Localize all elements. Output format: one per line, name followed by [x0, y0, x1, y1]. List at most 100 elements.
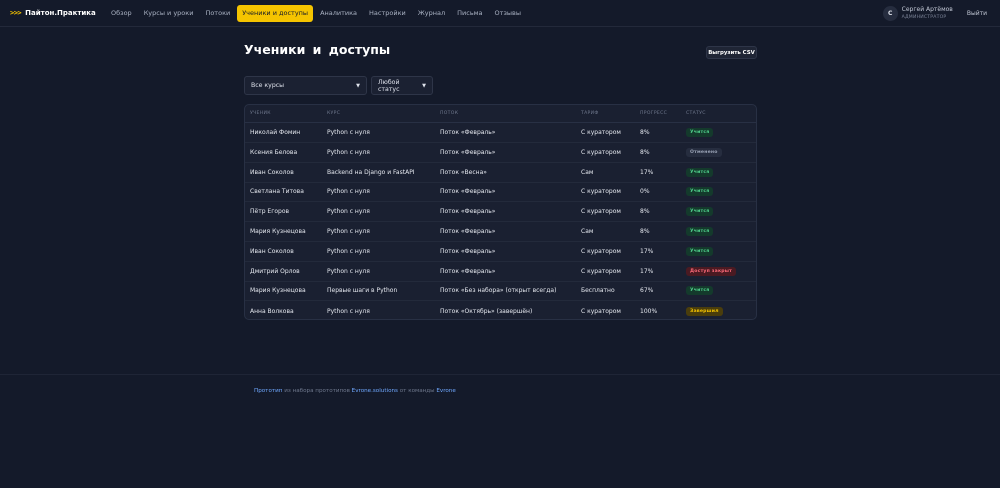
top-bar: >>> Пайтон.Практика Обзор Курсы и уроки По…: [0, 0, 1000, 27]
cell-stream: Поток «Февраль»: [440, 247, 496, 255]
footer-text: от команды: [397, 388, 437, 394]
course-filter-select[interactable]: Все курсы ▼: [244, 76, 367, 95]
logo-text: Пайтон.Практика: [25, 9, 96, 17]
cell-course: Python с нуля: [327, 228, 370, 235]
cell-course: Python с нуля: [327, 188, 370, 196]
cell-stream: Поток «Февраль»: [440, 267, 496, 275]
status-badge: Завершил: [686, 306, 723, 316]
table-header: Ученик Курс Поток Тариф Прогресс Статус: [245, 105, 756, 123]
nav-item[interactable]: Аналитика: [320, 8, 358, 17]
table-row[interactable]: Иван Соколов Backend на Django и FastAPI П…: [245, 163, 756, 183]
cell-student: Ксения Белова: [250, 148, 298, 156]
cell-progress: 17%: [640, 168, 654, 176]
cell-course: Python с нуля: [327, 129, 370, 136]
table-row[interactable]: Анна Волкова Python с нуля Поток «Октябрь»…: [245, 301, 756, 319]
status-badge: Учится: [686, 227, 714, 236]
status-filter-select[interactable]: Любой статус ▼: [371, 76, 433, 95]
nav-item[interactable]: Письма: [457, 8, 483, 17]
column-header-stream[interactable]: Поток: [440, 111, 459, 116]
cell-course: Python с нуля: [327, 208, 370, 216]
cell-stream: Поток «Февраль»: [440, 188, 496, 196]
table-row[interactable]: Мария Кузнецова Первые шаги в Python Поток…: [245, 281, 756, 302]
footer-link-evrone-solutions[interactable]: Evrone.solutions: [351, 388, 398, 394]
logo-mark: >>>: [10, 9, 22, 17]
cell-course: Первые шаги в Python: [327, 287, 398, 295]
cell-stream: Поток «Весна»: [440, 168, 487, 176]
cell-student: Светлана Титова: [250, 188, 304, 196]
user-panel: С Сергей Артёмов администратор Выйти: [882, 0, 1000, 27]
cell-progress: 0%: [640, 188, 650, 196]
nav-item[interactable]: Журнал: [417, 8, 446, 17]
export-csv-button[interactable]: Выгрузить CSV: [706, 46, 757, 59]
status-badge: Учится: [686, 246, 714, 256]
column-header-student[interactable]: Ученик: [250, 111, 271, 116]
footer: Прототип из набора прототипов Evrone.sol…: [254, 388, 456, 394]
table-row[interactable]: Пётр Егоров Python с нуля Поток «Февраль» С…: [245, 202, 756, 223]
status-filter-value: Любой статус: [378, 78, 400, 93]
cell-tariff: С куратором: [581, 129, 621, 136]
table-row[interactable]: Иван Соколов Python с нуля Поток «Февраль»…: [245, 242, 756, 262]
cell-tariff: С куратором: [581, 148, 621, 156]
status-badge: Учится: [686, 167, 714, 177]
cell-student: Иван Соколов: [250, 247, 294, 255]
cell-status: Учится: [686, 182, 714, 201]
nav-item[interactable]: Настройки: [369, 8, 406, 17]
cell-student: Анна Волкова: [250, 307, 294, 315]
status-badge: Учится: [686, 207, 714, 217]
cell-tariff: С куратором: [581, 307, 621, 315]
nav-item[interactable]: Потоки: [205, 8, 231, 17]
table-row[interactable]: Мария Кузнецова Python с нуля Поток «Февра…: [245, 222, 756, 242]
cell-status: Учится: [686, 123, 714, 142]
cell-stream: Поток «Февраль»: [440, 129, 496, 136]
cell-student: Мария Кузнецова: [250, 287, 306, 295]
cell-progress: 8%: [640, 148, 650, 156]
status-badge: Учится: [686, 128, 714, 137]
cell-tariff: Сам: [581, 168, 594, 176]
cell-progress: 8%: [640, 228, 650, 235]
cell-tariff: С куратором: [581, 247, 621, 255]
cell-tariff: С куратором: [581, 267, 621, 275]
cell-student: Иван Соколов: [250, 168, 294, 176]
column-header-tariff[interactable]: Тариф: [581, 111, 599, 116]
table-row[interactable]: Николай Фомин Python с нуля Поток «Февраль…: [245, 123, 756, 143]
nav-item[interactable]: Ученики и доступы: [237, 4, 314, 22]
footer-link-prototype[interactable]: Прототип: [254, 388, 283, 394]
column-header-course[interactable]: Курс: [327, 111, 341, 116]
cell-status: Учится: [686, 222, 714, 241]
nav-item[interactable]: Отзывы: [494, 8, 522, 17]
cell-student: Николай Фомин: [250, 129, 301, 136]
column-header-progress[interactable]: Прогресс: [640, 111, 668, 116]
cell-status: Отменено: [686, 143, 722, 162]
user-name: Сергей Артёмов: [901, 6, 953, 13]
cell-status: Доступ закрыт: [686, 262, 736, 281]
user-role: администратор: [901, 15, 947, 20]
status-badge: Отменено: [686, 147, 722, 157]
cell-progress: 17%: [640, 247, 654, 255]
avatar[interactable]: С: [882, 6, 898, 21]
main-nav: Обзор Курсы и уроки Потоки Ученики и доступ…: [106, 4, 528, 22]
column-header-status[interactable]: Статус: [686, 111, 706, 116]
cell-progress: 8%: [640, 129, 650, 136]
cell-stream: Поток «Февраль»: [440, 148, 496, 156]
cell-stream: Поток «Октябрь» (завершён): [440, 307, 533, 315]
logout-link[interactable]: Выйти: [966, 10, 987, 17]
cell-tariff: С куратором: [581, 208, 621, 216]
nav-item[interactable]: Обзор: [111, 8, 132, 17]
table-row[interactable]: Светлана Титова Python с нуля Поток «Февра…: [245, 182, 756, 203]
nav-item[interactable]: Курсы и уроки: [143, 8, 194, 17]
course-filter-value: Все курсы: [251, 82, 285, 89]
footer-link-evrone[interactable]: Evrone: [436, 388, 456, 394]
cell-tariff: Бесплатно: [581, 287, 615, 295]
cell-stream: Поток «Февраль»: [440, 228, 496, 235]
cell-student: Дмитрий Орлов: [250, 267, 300, 275]
cell-status: Учится: [686, 163, 714, 182]
cell-course: Backend на Django и FastAPI: [327, 168, 415, 176]
table-row[interactable]: Дмитрий Орлов Python с нуля Поток «Февраль…: [245, 262, 756, 282]
cell-status: Завершил: [686, 301, 723, 319]
table-row[interactable]: Ксения Белова Python с нуля Поток «Февраль…: [245, 143, 756, 163]
cell-student: Мария Кузнецова: [250, 228, 306, 235]
logo[interactable]: >>> Пайтон.Практика: [10, 8, 96, 18]
cell-course: Python с нуля: [327, 307, 370, 315]
status-badge: Учится: [686, 187, 714, 197]
page-title: Ученики и доступы: [244, 42, 391, 57]
